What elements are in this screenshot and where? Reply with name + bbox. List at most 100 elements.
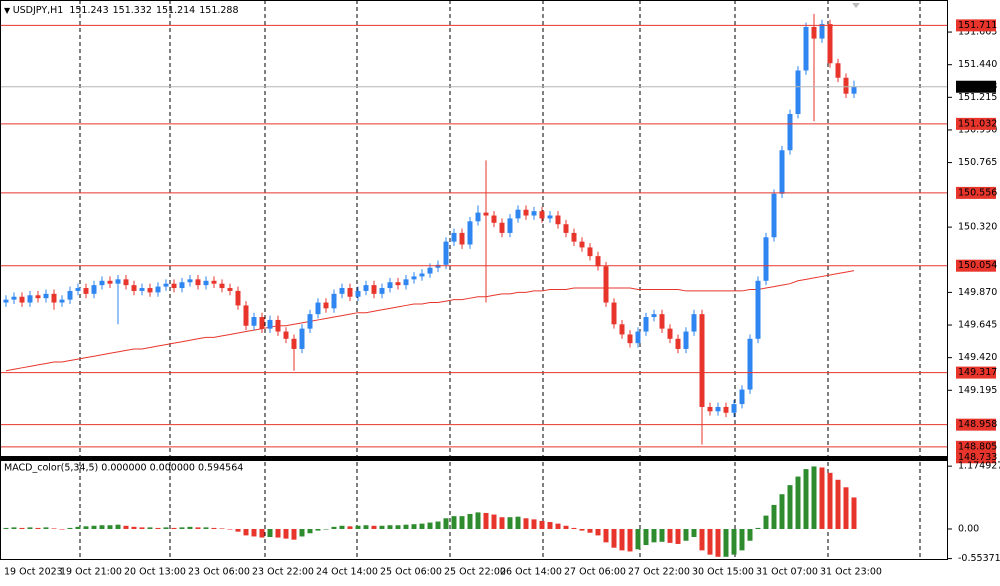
- candle-body: [747, 338, 753, 390]
- candle-body: [371, 285, 377, 294]
- macd-bar: [363, 525, 369, 529]
- x-tick-label: 26 Oct 14:00: [500, 567, 562, 578]
- level-label: 150.556: [958, 187, 997, 198]
- macd-bar: [747, 528, 753, 541]
- y-tick-label: 150.320: [958, 222, 997, 233]
- level-tag: [956, 440, 996, 453]
- macd-bar: [731, 528, 737, 555]
- macd-bar: [235, 528, 241, 532]
- candle-body: [843, 77, 849, 94]
- level-label: 148.805: [958, 441, 997, 452]
- candle-body: [779, 150, 785, 194]
- macd-bar: [379, 525, 385, 529]
- macd-bar: [507, 517, 513, 529]
- macd-bar: [339, 525, 345, 529]
- x-tick-label: 30 Oct 15:00: [692, 567, 754, 578]
- candle-body: [3, 299, 9, 303]
- macd-bar: [603, 528, 609, 543]
- macd-bar: [675, 528, 681, 544]
- macd-bar: [131, 526, 137, 529]
- y-tick-label: 150.990: [958, 124, 997, 135]
- candle-body: [499, 222, 505, 233]
- macd-bar: [203, 527, 209, 529]
- macd-bar: [451, 516, 457, 529]
- macd-bar: [547, 522, 553, 529]
- macd-bar: [267, 528, 273, 538]
- candle-body: [283, 331, 289, 339]
- candle-body: [507, 218, 513, 233]
- candle-body: [787, 113, 793, 151]
- level-label: 150.054: [958, 260, 997, 271]
- candle-body: [811, 26, 817, 39]
- macd-bar: [443, 518, 449, 529]
- level-label: 148.733: [958, 452, 997, 463]
- x-tick-label: 20 Oct 13:00: [124, 567, 186, 578]
- macd-bar: [75, 526, 81, 529]
- level-tag: [956, 117, 996, 130]
- macd-bar: [699, 528, 705, 551]
- level-tag: [956, 186, 996, 199]
- y-tick-label: 149.420: [958, 352, 997, 363]
- candle-body: [475, 212, 481, 222]
- candle-body: [739, 389, 745, 405]
- macd-bar: [83, 526, 89, 529]
- indicator-title: MACD_color(5,34,5) 0.000000 0.000000 0.5…: [4, 463, 243, 474]
- candle-body: [163, 283, 169, 287]
- macd-bar: [91, 525, 97, 529]
- candle-body: [667, 328, 673, 339]
- moving-average: [5, 270, 855, 372]
- macd-bar: [707, 528, 713, 555]
- x-tick-label: 24 Oct 14:00: [316, 567, 378, 578]
- macd-bar: [19, 527, 25, 529]
- candle-body: [715, 406, 721, 412]
- x-tick-label: 27 Oct 22:00: [628, 567, 690, 578]
- macd-bar: [107, 525, 113, 529]
- macd-bar: [291, 528, 297, 540]
- candle-body: [635, 331, 641, 344]
- macd-bar: [355, 525, 361, 529]
- macd-bar: [723, 528, 729, 557]
- macd-bar: [467, 514, 473, 529]
- macd-bar: [483, 512, 489, 529]
- candle-body: [59, 299, 65, 303]
- macd-bar: [771, 504, 777, 529]
- main-panel-border: [0, 0, 948, 457]
- macd-panel-border: [0, 460, 948, 560]
- candle-body: [435, 264, 441, 268]
- macd-bar: [115, 524, 121, 529]
- x-tick-label: 25 Oct 06:00: [380, 567, 442, 578]
- candle-body: [563, 224, 569, 233]
- macd-bar: [715, 528, 721, 557]
- period-separators: [79, 0, 921, 560]
- macd-bar: [659, 528, 665, 542]
- macd-bar: [739, 528, 745, 551]
- candle-body: [683, 331, 689, 349]
- macd-bar: [403, 524, 409, 529]
- last-price-label: 151.288: [958, 81, 997, 92]
- macd-bar: [539, 520, 545, 529]
- macd-bar: [827, 472, 833, 529]
- macd-bar: [643, 528, 649, 546]
- macd-bar: [435, 521, 441, 529]
- x-tick-label: 23 Oct 06:00: [188, 567, 250, 578]
- candle-body: [395, 282, 401, 286]
- candle-body: [43, 293, 49, 299]
- candle-body: [515, 209, 521, 219]
- candle-body: [555, 215, 561, 225]
- macd-bar: [331, 526, 337, 529]
- candle-body: [147, 288, 153, 293]
- macd-bar: [651, 528, 657, 543]
- macd-bar: [11, 527, 17, 529]
- macd-bar: [179, 527, 185, 529]
- candle-body: [483, 212, 489, 216]
- candle-body: [595, 256, 601, 267]
- macd-bar: [627, 528, 633, 552]
- candle-body: [259, 317, 265, 329]
- macd-bar: [395, 525, 401, 529]
- candle-body: [675, 338, 681, 349]
- y-tick-label: 149.870: [958, 287, 997, 298]
- candle-body: [171, 283, 177, 289]
- macd-bar: [147, 527, 153, 529]
- candle-body: [195, 279, 201, 286]
